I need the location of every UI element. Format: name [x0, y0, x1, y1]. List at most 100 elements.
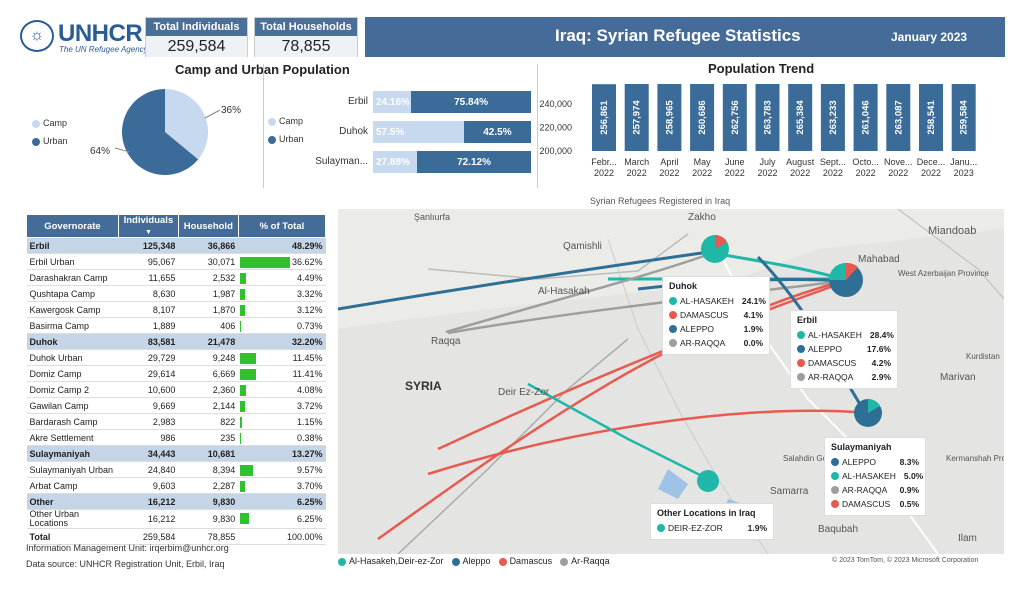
table-row[interactable]: Qushtapa Camp 8,630 1,987 3.32% — [26, 285, 326, 302]
cell-household: 8,394 — [178, 461, 239, 478]
cell-governorate: Bardarash Camp — [26, 413, 119, 430]
trend-bar[interactable] — [592, 84, 616, 151]
cell-household: 9,830 — [178, 509, 239, 529]
origin-pct: 4.1% — [743, 310, 763, 320]
x-tick-month: Janu... — [950, 157, 977, 167]
trend-bar[interactable] — [657, 84, 682, 151]
cell-pct: 3.12% — [238, 301, 326, 318]
cell-pct: 13.27% — [238, 445, 326, 462]
col-header-pct[interactable]: % of Total — [237, 214, 327, 238]
table-row[interactable]: Sulaymaniyah Urban 24,840 8,394 9.57% — [26, 461, 326, 478]
table-row[interactable]: Basirma Camp 1,889 406 0.73% — [26, 317, 326, 334]
trend-bar[interactable] — [788, 84, 813, 151]
camp-urban-bar[interactable]: 57.5% 42.5% — [373, 121, 531, 143]
trend-bar[interactable] — [624, 84, 649, 151]
cell-governorate: Gawilan Camp — [26, 397, 119, 414]
cell-pct: 0.38% — [238, 429, 326, 446]
cell-household: 822 — [178, 413, 239, 430]
refugee-map[interactable]: Şanlıurfa Zakho Qamishli Mahabad Al-Hasa… — [338, 209, 1004, 554]
x-tick-month: August — [786, 157, 815, 167]
table-group-row[interactable]: Sulaymaniyah 34,443 10,681 13.27% — [26, 445, 326, 462]
col-header-household[interactable]: Household — [177, 214, 239, 238]
trend-data-label: 259,584 — [959, 100, 970, 135]
map-label: Zakho — [688, 212, 716, 223]
duhok-card: Duhok AL-HASAKEH 24.1% DAMASCUS 4.1% ALEPPO 1.… — [662, 276, 770, 355]
pie-slice-camp[interactable] — [165, 89, 208, 160]
map-legend-item[interactable]: Ar-Raqqa — [560, 556, 610, 566]
cell-individuals: 2,983 — [118, 413, 179, 430]
origin-pct: 2.9% — [871, 372, 891, 382]
table-row[interactable]: Akre Settlement 986 235 0.38% — [26, 429, 326, 446]
trend-bar[interactable] — [951, 84, 976, 151]
legend-dot-icon — [560, 557, 569, 566]
table-row[interactable]: Domiz Camp 29,614 6,669 11.41% — [26, 365, 326, 382]
x-tick-year: 2022 — [757, 168, 777, 178]
kpi-total-households: Total Households 78,855 — [254, 17, 358, 57]
pie-slice-urban[interactable] — [121, 89, 199, 175]
trend-data-label: 265,384 — [795, 100, 806, 135]
origin-pct: 0.0% — [743, 338, 763, 348]
pct-bar — [240, 353, 256, 364]
table-row[interactable]: Gawilan Camp 9,669 2,144 3.72% — [26, 397, 326, 414]
map-legend-item[interactable]: Damascus — [498, 556, 552, 566]
pct-value: 0.38% — [296, 432, 323, 443]
camp-urban-bar[interactable]: 27.88% 72.12% — [373, 151, 531, 173]
trend-bar[interactable] — [820, 84, 845, 151]
cell-individuals: 10,600 — [118, 381, 179, 398]
cell-household: 1,870 — [178, 301, 239, 318]
table-row[interactable]: Erbil Urban 95,067 30,071 36.62% — [26, 253, 326, 270]
bar-legend-urban[interactable]: Urban — [268, 134, 304, 144]
map-label: West Azerbaijan Province — [898, 269, 990, 278]
report-date: January 2023 — [891, 30, 968, 44]
x-tick-month: Sept... — [820, 157, 846, 167]
y-tick-label: 240,000 — [539, 99, 572, 109]
pct-bar — [240, 433, 242, 444]
pct-value: 3.32% — [296, 288, 323, 299]
x-tick-year: 2022 — [823, 168, 843, 178]
cell-pct: 0.73% — [238, 317, 326, 334]
table-group-row[interactable]: Erbil 125,348 36,866 48.29% — [26, 237, 326, 254]
origin-dot-icon — [797, 345, 805, 353]
cell-governorate: Domiz Camp 2 — [26, 381, 119, 398]
col-header-individuals[interactable]: Individuals ▼ — [117, 214, 179, 238]
table-row[interactable]: Domiz Camp 2 10,600 2,360 4.08% — [26, 381, 326, 398]
table-total-row[interactable]: Total 259,584 78,855 100.00% — [26, 528, 326, 545]
x-tick-year: 2022 — [594, 168, 614, 178]
trend-bar[interactable] — [722, 84, 747, 151]
bar-segment-camp[interactable]: 27.88% — [373, 151, 418, 173]
x-tick-month: Dece... — [917, 157, 946, 167]
origin-dot-icon — [669, 311, 677, 319]
table-row[interactable]: Other Urban Locations 16,212 9,830 6.25% — [26, 509, 326, 529]
bar-segment-urban[interactable]: 42.5% — [463, 121, 531, 143]
bar-segment-urban[interactable]: 72.12% — [417, 151, 531, 173]
trend-bar[interactable] — [853, 84, 878, 151]
trend-bar[interactable] — [690, 84, 715, 151]
table-row[interactable]: Darashakran Camp 11,655 2,532 4.49% — [26, 269, 326, 286]
cell-governorate: Other — [26, 493, 119, 510]
trend-bar[interactable] — [886, 84, 911, 151]
map-legend-item[interactable]: Aleppo — [451, 556, 491, 566]
bar-legend-camp[interactable]: Camp — [268, 116, 303, 126]
card-title: Other Locations in Iraq — [657, 508, 756, 518]
pie-legend-urban[interactable]: Urban — [32, 136, 68, 146]
camp-urban-bar[interactable]: 24.16% 75.84% — [373, 91, 531, 113]
bar-segment-urban[interactable]: 75.84% — [411, 91, 531, 113]
trend-data-label: 263,783 — [763, 100, 774, 134]
table-row[interactable]: Duhok Urban 29,729 9,248 11.45% — [26, 349, 326, 366]
map-legend-item[interactable]: Al-Hasakeh,Deir-ez-Zor — [338, 556, 444, 566]
trend-bar[interactable] — [919, 84, 943, 151]
population-trend-chart: 240,000220,000200,000256,861Febr...20222… — [539, 84, 977, 178]
bar-segment-camp[interactable]: 57.5% — [373, 121, 464, 143]
table-group-row[interactable]: Duhok 83,581 21,478 32.20% — [26, 333, 326, 350]
table-group-row[interactable]: Other 16,212 9,830 6.25% — [26, 493, 326, 510]
pct-value: 3.12% — [296, 304, 323, 315]
table-row[interactable]: Arbat Camp 9,603 2,287 3.70% — [26, 477, 326, 494]
bar-segment-camp[interactable]: 24.16% — [373, 91, 412, 113]
table-row[interactable]: Bardarash Camp 2,983 822 1.15% — [26, 413, 326, 430]
pie-legend-camp[interactable]: Camp — [32, 118, 67, 128]
x-tick-month: May — [694, 157, 712, 167]
table-row[interactable]: Kawergosk Camp 8,107 1,870 3.12% — [26, 301, 326, 318]
trend-bar[interactable] — [755, 84, 780, 151]
x-tick-year: 2022 — [692, 168, 712, 178]
col-header-governorate[interactable]: Governorate — [26, 214, 119, 238]
